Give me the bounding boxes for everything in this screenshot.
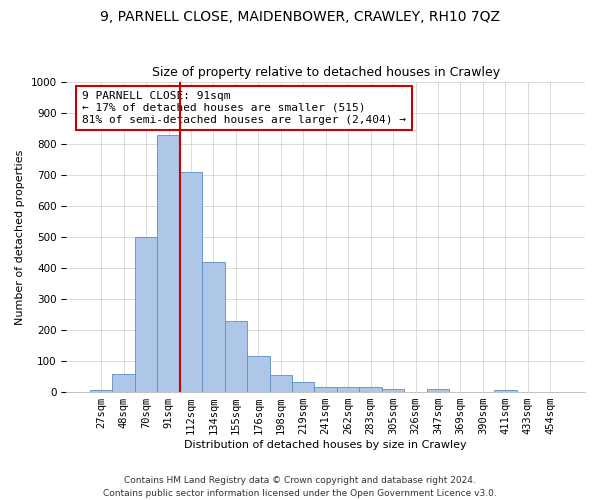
Bar [180, 172, 202, 392]
Bar [224, 321, 247, 392]
X-axis label: Distribution of detached houses by size in Crawley: Distribution of detached houses by size … [184, 440, 467, 450]
Bar [90, 390, 112, 392]
Y-axis label: Number of detached properties: Number of detached properties [15, 150, 25, 325]
Title: Size of property relative to detached houses in Crawley: Size of property relative to detached ho… [152, 66, 500, 80]
Bar [247, 356, 269, 392]
Text: 9, PARNELL CLOSE, MAIDENBOWER, CRAWLEY, RH10 7QZ: 9, PARNELL CLOSE, MAIDENBOWER, CRAWLEY, … [100, 10, 500, 24]
Bar [135, 237, 157, 392]
Bar [202, 262, 224, 392]
Bar [359, 388, 382, 392]
Bar [494, 390, 517, 392]
Bar [157, 135, 180, 392]
Bar [112, 374, 135, 392]
Bar [292, 382, 314, 392]
Bar [382, 389, 404, 392]
Text: 9 PARNELL CLOSE: 91sqm
← 17% of detached houses are smaller (515)
81% of semi-de: 9 PARNELL CLOSE: 91sqm ← 17% of detached… [82, 92, 406, 124]
Text: Contains HM Land Registry data © Crown copyright and database right 2024.
Contai: Contains HM Land Registry data © Crown c… [103, 476, 497, 498]
Bar [427, 389, 449, 392]
Bar [269, 375, 292, 392]
Bar [337, 387, 359, 392]
Bar [314, 387, 337, 392]
